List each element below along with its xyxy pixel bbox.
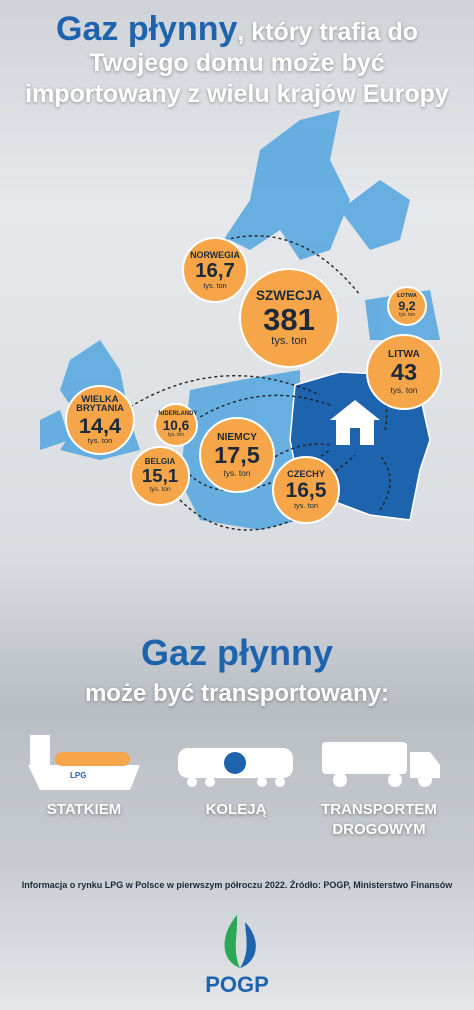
country-bubble: CZECHY 16,5 tys. ton — [272, 456, 340, 524]
country-value: 381 — [263, 301, 315, 337]
mode-label: STATKIEM — [46, 801, 122, 818]
country-name: NIDERLANDY — [158, 410, 198, 417]
country-bubble: BELGIA 15,1 tys. ton — [130, 446, 190, 506]
country-value: 14,4 — [78, 412, 122, 438]
country-name: ŁOTWA — [397, 292, 417, 299]
country-unit: tys. ton — [390, 384, 418, 395]
logo-text: POGP — [205, 972, 269, 997]
country-value: 16,5 — [285, 479, 327, 503]
country-value: 16,7 — [195, 258, 235, 282]
house-icon — [330, 400, 380, 445]
country-unit: tys. ton — [271, 334, 307, 347]
country-name: NORWEGIA — [190, 249, 240, 260]
country-value: 9,2 — [398, 299, 416, 313]
country-value: 43 — [390, 359, 418, 386]
country-unit: tys. ton — [398, 312, 416, 319]
country-value: 17,5 — [214, 442, 260, 469]
country-name: WIELKA BRYTANIA — [76, 393, 124, 415]
country-bubble: WIELKA BRYTANIA 14,4 tys. ton — [65, 385, 135, 455]
country-unit: tys. ton — [203, 281, 227, 291]
country-name: BELGIA — [144, 457, 176, 467]
transport-title: Gaz płynny — [140, 632, 334, 673]
country-value: 15,1 — [141, 465, 179, 487]
country-bubble: NIEMCY 17,5 tys. ton — [199, 417, 275, 493]
country-name: LITWA — [388, 348, 420, 360]
country-unit: tys. ton — [87, 436, 113, 446]
header-line: importowany z wielu krajów Europy — [25, 80, 449, 108]
country-value: 10,6 — [162, 417, 190, 433]
header-highlight: Gaz płynny — [56, 10, 238, 48]
country-bubble: SZWECJA 381 tys. ton — [239, 268, 339, 368]
country-unit: tys. ton — [293, 501, 319, 511]
country-bubble: ŁOTWA 9,2 tys. ton — [387, 286, 427, 326]
country-unit: tys. ton — [149, 486, 171, 494]
header-line: Twojego domu może być — [89, 49, 385, 77]
country-bubble: NORWEGIA 16,7 tys. ton — [182, 237, 248, 303]
truck-icon — [322, 742, 440, 787]
country-unit: tys. ton — [223, 467, 251, 478]
header-rest: , który trafia do — [237, 18, 418, 46]
country-name: SZWECJA — [255, 288, 322, 304]
mode-label: KOLEJĄ — [205, 801, 267, 818]
source: Informacja o rynku LPG w Polsce w pierws… — [21, 880, 453, 890]
country-name: NIEMCY — [217, 431, 257, 443]
ship-label: LPG — [70, 771, 87, 780]
logo-icon — [224, 915, 256, 968]
country-bubble: LITWA 43 tys. ton — [366, 334, 442, 410]
header: Gaz płynny, który trafia do Twojego domu… — [0, 12, 474, 110]
mode-label: TRANSPORTEM DROGOWYM — [321, 801, 437, 838]
ship-icon — [28, 735, 140, 790]
transport-subtitle: może być transportowany: — [84, 680, 390, 707]
country-bubble: NIDERLANDY 10,6 tys. ton — [154, 403, 198, 447]
train-icon — [178, 748, 293, 787]
country-unit: tys. ton — [167, 432, 185, 439]
country-name: CZECHY — [287, 469, 325, 480]
